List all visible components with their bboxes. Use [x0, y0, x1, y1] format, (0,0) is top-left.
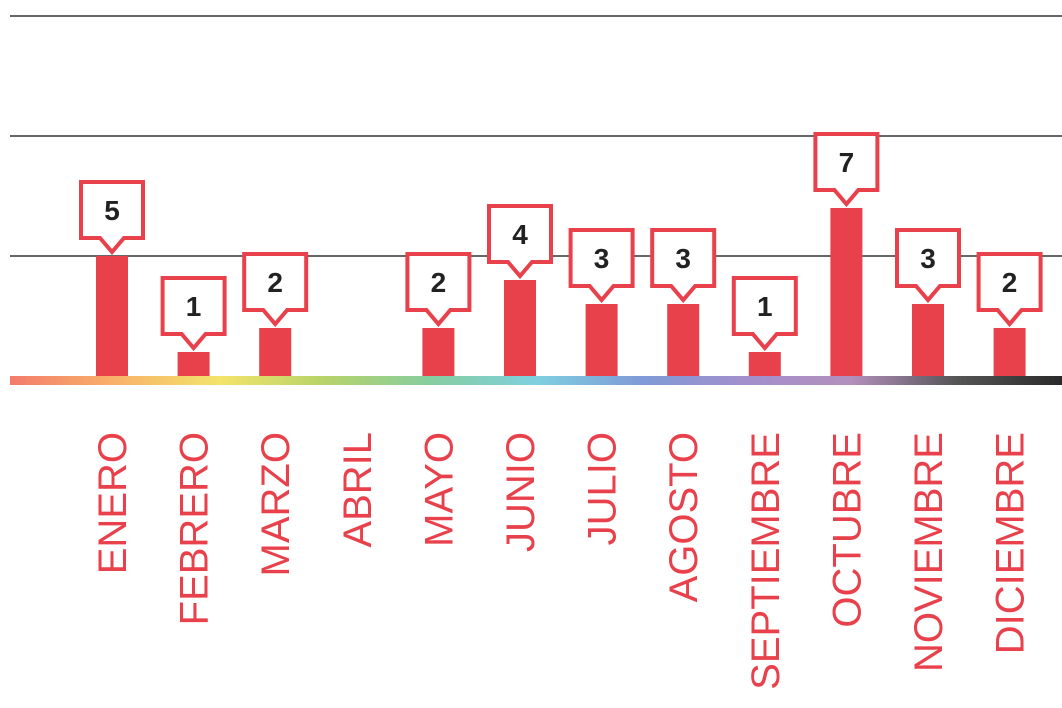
value-callout-box	[79, 180, 145, 256]
bar-mayo	[422, 328, 455, 376]
data-label-agosto: 3	[675, 243, 691, 274]
value-callout-box	[242, 252, 309, 328]
bar-marzo	[259, 328, 292, 376]
data-label-noviembre: 3	[920, 243, 936, 274]
bar-agosto	[667, 304, 700, 376]
bar-febrero	[177, 352, 210, 376]
data-label-junio: 4	[512, 219, 528, 250]
bar-diciembre	[993, 328, 1026, 376]
x-axis-gradient-band	[10, 376, 1062, 385]
tick-label-noviembre: NOVIEMBRE	[907, 432, 951, 672]
value-callout-box	[568, 228, 635, 304]
tick-label-octubre: OCTUBRE	[825, 432, 869, 628]
tick-label-mayo: MAYO	[417, 432, 461, 547]
value-callout-box	[976, 252, 1043, 328]
bar-junio	[504, 280, 536, 376]
tick-label-marzo: MARZO	[254, 432, 298, 576]
value-callout-box	[487, 204, 553, 280]
value-callout-box	[405, 252, 472, 328]
data-label-febrero: 1	[186, 291, 202, 322]
data-label-diciembre: 2	[1002, 267, 1018, 298]
x-axis-tick-labels: ENERO FEBRERO MARZO ABRIL MAYO JUNIO JULIO AGOS…	[91, 432, 1033, 690]
bar-julio	[585, 304, 618, 376]
tick-label-enero: ENERO	[91, 432, 135, 574]
tick-label-febrero: FEBRERO	[173, 432, 217, 625]
tick-label-junio: JUNIO	[499, 432, 543, 552]
bar-septiembre	[748, 352, 781, 376]
data-label-julio: 3	[594, 243, 610, 274]
data-label-octubre: 7	[839, 147, 855, 178]
value-callout-box	[813, 132, 880, 208]
bar-octubre	[830, 208, 863, 376]
data-label-enero: 5	[104, 195, 120, 226]
data-label-marzo: 2	[267, 267, 283, 298]
data-label-mayo: 2	[431, 267, 447, 298]
data-label-septiembre: 1	[757, 291, 773, 322]
value-callouts: 5 1 2 2 4 3 3 1 7 3 2	[79, 132, 1043, 352]
tick-label-agosto: AGOSTO	[662, 432, 706, 602]
tick-label-septiembre: SEPTIEMBRE	[744, 432, 788, 690]
bar-noviembre	[912, 304, 944, 376]
value-callout-box	[160, 276, 227, 352]
bar-enero	[96, 256, 128, 376]
value-callout-box	[650, 228, 717, 304]
tick-label-diciembre: DICIEMBRE	[989, 432, 1033, 654]
tick-label-abril: ABRIL	[336, 432, 380, 548]
value-callout-box	[731, 276, 798, 352]
value-callout-box	[895, 228, 961, 304]
bars	[96, 208, 1026, 376]
tick-label-julio: JULIO	[581, 432, 625, 545]
